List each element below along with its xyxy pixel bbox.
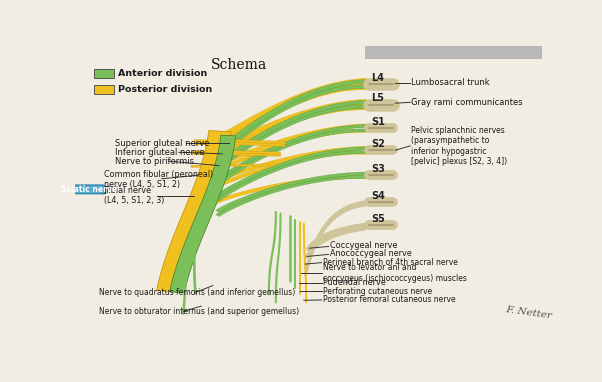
Text: Schema: Schema (211, 58, 267, 71)
Text: L5: L5 (371, 94, 384, 104)
Polygon shape (157, 131, 231, 292)
Text: Posterior division: Posterior division (118, 85, 213, 94)
Text: S3: S3 (371, 164, 385, 174)
Text: Inferior gluteal nerve: Inferior gluteal nerve (115, 148, 204, 157)
Text: Coccygeal nerve: Coccygeal nerve (329, 241, 397, 250)
Text: S4: S4 (371, 191, 385, 201)
Text: Pelvic splanchnic nerves
(parasympathetic to
inferior hypogastric
[pelvic] plexu: Pelvic splanchnic nerves (parasympatheti… (411, 126, 507, 166)
Text: Pudendal nerve: Pudendal nerve (323, 278, 385, 287)
Polygon shape (194, 139, 285, 144)
Polygon shape (191, 164, 276, 167)
Polygon shape (193, 152, 281, 157)
Polygon shape (213, 82, 367, 144)
Polygon shape (213, 99, 367, 152)
Polygon shape (216, 85, 365, 157)
Text: Anterior division: Anterior division (118, 69, 208, 78)
Polygon shape (213, 78, 367, 141)
Text: F. Netter: F. Netter (504, 305, 552, 321)
Text: S5: S5 (371, 214, 385, 224)
Polygon shape (216, 129, 365, 185)
Text: Sciatic nerve: Sciatic nerve (61, 185, 117, 194)
Polygon shape (216, 175, 365, 217)
Text: S1: S1 (371, 117, 385, 127)
Polygon shape (194, 142, 285, 147)
Text: Nerve to obturator internus (and superior gemellus): Nerve to obturator internus (and superio… (99, 307, 299, 316)
Polygon shape (214, 175, 367, 204)
Text: Posterior femoral cutaneous nerve: Posterior femoral cutaneous nerve (323, 295, 455, 304)
Text: Gray rami communicantes: Gray rami communicantes (411, 98, 523, 107)
Polygon shape (216, 147, 365, 197)
FancyBboxPatch shape (74, 185, 104, 194)
Polygon shape (193, 151, 281, 154)
Text: Superior gluteal nerve: Superior gluteal nerve (115, 139, 209, 148)
Polygon shape (170, 135, 236, 293)
Text: Common fibular (peroneal)
nerve (L4, 5, S1, 2): Common fibular (peroneal) nerve (L4, 5, … (104, 170, 214, 189)
Polygon shape (216, 151, 365, 201)
Bar (365, 46, 542, 59)
Polygon shape (214, 129, 367, 172)
Polygon shape (214, 151, 367, 188)
Polygon shape (214, 124, 367, 167)
Text: Nerve to piriformis: Nerve to piriformis (115, 157, 194, 166)
Text: Anococcygeal nerve: Anococcygeal nerve (329, 249, 411, 258)
Polygon shape (213, 106, 367, 157)
Text: Nerve to quadratus femoris (and inferior gemellus): Nerve to quadratus femoris (and inferior… (99, 288, 295, 297)
Text: Perforating cutaneous nerve: Perforating cutaneous nerve (323, 287, 432, 296)
Polygon shape (213, 103, 367, 154)
Text: Lumbosacral trunk: Lumbosacral trunk (411, 78, 490, 87)
Text: Tibial nerve
(L4, 5, S1, 2, 3): Tibial nerve (L4, 5, S1, 2, 3) (104, 186, 164, 205)
Text: Nerve to levator ani and
coccygeus (ischiococcygeus) muscles: Nerve to levator ani and coccygeus (isch… (323, 263, 467, 283)
Polygon shape (216, 172, 365, 212)
Bar (94, 85, 114, 94)
Bar (94, 69, 114, 78)
Text: S2: S2 (371, 139, 385, 149)
Polygon shape (213, 86, 367, 146)
Text: Perineal branch of 4th sacral nerve: Perineal branch of 4th sacral nerve (323, 257, 458, 267)
Text: L4: L4 (371, 73, 384, 83)
Polygon shape (216, 100, 365, 166)
Polygon shape (216, 125, 365, 181)
Polygon shape (216, 80, 365, 153)
Polygon shape (214, 146, 367, 183)
Polygon shape (216, 105, 365, 170)
